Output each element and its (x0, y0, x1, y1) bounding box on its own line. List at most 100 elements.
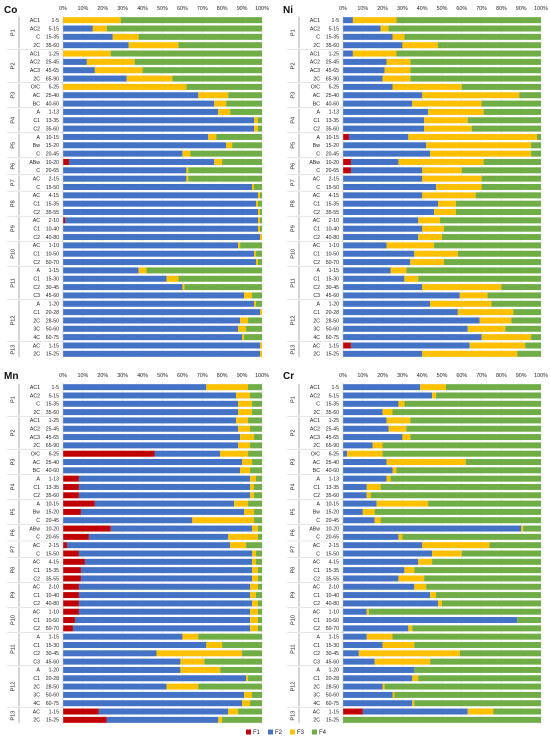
depth-label: 2-10 (329, 218, 339, 224)
bar-segment-f2 (343, 300, 431, 307)
depth-label: 40-60 (46, 101, 59, 107)
bar-segment-f1 (343, 167, 351, 174)
bar-segment-f3 (398, 158, 484, 165)
horizon-label: C2 (33, 651, 40, 657)
bar-segment-f3 (382, 683, 385, 690)
legend-swatch-f2 (268, 729, 273, 735)
depth-label: 35-60 (46, 410, 59, 416)
profile-label: P6 (10, 529, 16, 536)
depth-label: 28-50 (326, 318, 339, 324)
bar-segment-f2 (63, 92, 199, 99)
bar-segment-f3 (242, 459, 253, 466)
bar-segment-f2 (63, 234, 261, 241)
bar-segment-f4 (418, 675, 541, 682)
bar-segment-f3 (252, 525, 259, 532)
bar-segment-f3 (236, 392, 251, 399)
bar-segment-f3 (420, 384, 446, 391)
depth-label: 1-25 (49, 51, 59, 57)
bar-segment-f3 (128, 42, 179, 49)
bar-segment-f2 (80, 567, 253, 574)
horizon-label: AC1 (310, 418, 320, 424)
depth-label: 10-15 (326, 501, 339, 507)
depth-label: 25-45 (326, 60, 339, 66)
bar-segment-f2 (343, 675, 413, 682)
profile-label: P1 (290, 29, 296, 36)
horizon-label: ABw (309, 526, 320, 532)
horizon-label: C1 (313, 252, 320, 258)
bar-segment-f2 (343, 467, 393, 474)
bar-segment-f4 (252, 292, 262, 299)
bar-segment-f2 (110, 525, 253, 532)
profile-label: P4 (290, 484, 296, 491)
bar-segment-f2 (343, 384, 421, 391)
depth-label: 6-25 (329, 451, 339, 457)
bar-segment-f3 (242, 334, 245, 341)
bar-segment-f4 (260, 217, 262, 224)
bar-segment-f2 (343, 217, 419, 224)
horizon-label: C1 (33, 676, 40, 682)
depth-label: 15-30 (46, 643, 59, 649)
horizon-label: C3 (313, 659, 320, 665)
bar-segment-f4 (254, 483, 262, 490)
depth-label: 1-10 (329, 243, 339, 249)
bar-segment-f2 (343, 125, 425, 132)
horizon-label: 2C (33, 443, 40, 449)
bar-segment-f2 (84, 558, 253, 565)
bar-segment-f2 (63, 400, 239, 407)
horizon-label: 2C (33, 718, 40, 724)
bar-segment-f4 (190, 150, 262, 157)
depth-label: 13-35 (326, 118, 339, 124)
depth-label: 13-35 (326, 485, 339, 491)
bar-segment-f2 (343, 108, 429, 115)
bar-segment-f2 (343, 183, 437, 191)
bar-segment-f3 (214, 158, 223, 165)
depth-label: 1-15 (49, 343, 59, 349)
bar-segment-f3 (260, 342, 262, 349)
profile-label: P2 (290, 63, 296, 70)
bar-segment-f4 (487, 292, 541, 299)
profile-label: P6 (290, 163, 296, 170)
x-tick-label: 70% (197, 6, 208, 12)
chart-title: Co (4, 5, 17, 16)
depth-label: 5-15 (49, 26, 59, 32)
x-tick-label: 100% (534, 6, 548, 12)
bar-segment-f4 (216, 133, 262, 140)
bar-segment-f2 (63, 33, 113, 40)
horizon-label: C1 (313, 201, 320, 207)
bar-segment-f2 (63, 175, 187, 182)
horizon-label: C1 (33, 593, 40, 599)
horizon-label: AC (313, 93, 320, 99)
profile-label: P11 (290, 278, 296, 288)
horizon-label: AC3 (30, 68, 40, 74)
bar-segment-f2 (343, 650, 359, 657)
bar-segment-f3 (258, 217, 261, 224)
bar-segment-f4 (471, 125, 541, 132)
depth-label: 15-35 (326, 35, 339, 41)
bar-segment-f4 (406, 425, 541, 432)
bar-segment-f3 (94, 67, 143, 74)
horizon-label: AC (33, 176, 40, 182)
bar-segment-f4 (455, 209, 541, 216)
depth-label: 20-45 (46, 518, 59, 524)
bar-segment-f2 (64, 217, 259, 224)
x-tick-label: 30% (117, 373, 128, 379)
bar-segment-f4 (461, 83, 541, 90)
depth-label: 20-65 (46, 168, 59, 174)
profile-label: P8 (290, 567, 296, 574)
bar-segment-f2 (343, 442, 373, 449)
horizon-label: C (36, 35, 40, 41)
bar-segment-f4 (392, 409, 541, 416)
bar-segment-f3 (398, 575, 425, 582)
horizon-label: A (317, 268, 321, 274)
bar-segment-f4 (440, 217, 541, 224)
bar-segment-f4 (188, 175, 262, 182)
bar-segment-f4 (392, 633, 541, 640)
bar-segment-f1 (63, 550, 79, 557)
bar-segment-f4 (258, 259, 262, 266)
bar-segment-f3 (252, 558, 257, 565)
x-tick-label: 30% (397, 6, 408, 12)
horizon-label: Bw (33, 510, 40, 516)
horizon-label: AC (33, 543, 40, 549)
bar-segment-f2 (343, 542, 423, 549)
